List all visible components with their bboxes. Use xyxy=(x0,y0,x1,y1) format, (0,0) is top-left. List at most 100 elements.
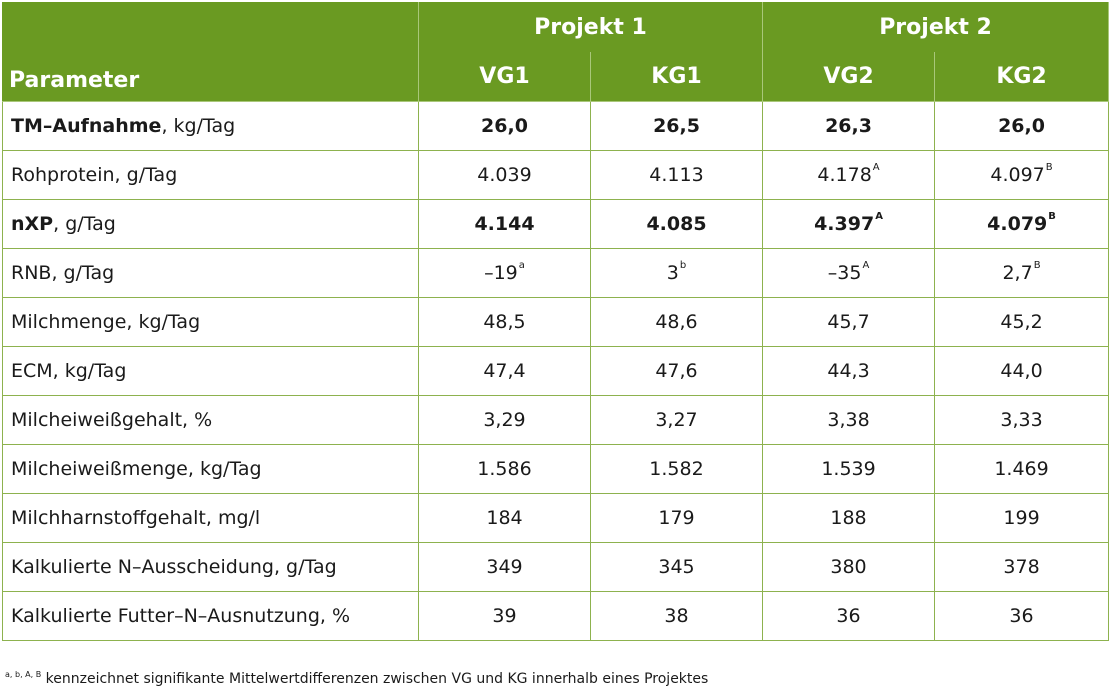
table-row: Milcheiweißgehalt, % 3,29 3,27 3,38 3,33 xyxy=(2,395,1110,445)
value: 36 xyxy=(1009,605,1034,627)
cell-value: 26,5 xyxy=(589,101,764,151)
cell-value: 47,6 xyxy=(589,346,764,396)
significance-mark: B xyxy=(1048,211,1056,222)
value: 48,6 xyxy=(655,311,698,333)
value: 36 xyxy=(836,605,861,627)
table-row: Milcheiweißmenge, kg/Tag 1.586 1.582 1.539 1… xyxy=(2,444,1110,494)
header-row-projects: Parameter Projekt 1 Projekt 2 xyxy=(2,2,1110,102)
table-row: Milchharnstoffgehalt, mg/l 184 179 188 199 xyxy=(2,493,1110,543)
value: 26,5 xyxy=(653,115,700,137)
row-label: ECM, kg/Tag xyxy=(2,346,419,396)
row-label-text: Kalkulierte N–Ausscheidung, g/Tag xyxy=(11,556,337,578)
table-row: TM–Aufnahme, kg/Tag 26,0 26,5 26,3 26,0 xyxy=(2,101,1110,151)
cell-value: 26,0 xyxy=(418,101,591,151)
cell-value: –19a xyxy=(418,248,591,298)
row-label: Rohprotein, g/Tag xyxy=(2,150,419,200)
value: 2,7 xyxy=(1002,262,1033,284)
value: 44,0 xyxy=(1000,360,1043,382)
value: 45,7 xyxy=(827,311,870,333)
value: 4.178 xyxy=(817,164,872,186)
header-vg2: VG2 xyxy=(762,52,936,102)
table-row: Kalkulierte Futter–N–Ausnutzung, % 39 38 36… xyxy=(2,591,1110,641)
value: 3,27 xyxy=(655,409,698,431)
cell-value: 38 xyxy=(589,591,764,641)
value: 4.144 xyxy=(474,213,535,235)
cell-value: 188 xyxy=(762,493,936,543)
cell-value: 3,27 xyxy=(589,395,764,445)
results-table: Parameter Projekt 1 Projekt 2 VG1 KG1 VG… xyxy=(2,2,1110,641)
row-label-text: , kg/Tag xyxy=(161,115,236,137)
value: 47,6 xyxy=(655,360,698,382)
cell-value: 2,7B xyxy=(934,248,1110,298)
value: 38 xyxy=(664,605,689,627)
header-vg1: VG1 xyxy=(418,52,591,102)
cell-value: 48,6 xyxy=(589,297,764,347)
cell-value: 45,7 xyxy=(762,297,936,347)
value: 4.085 xyxy=(646,213,707,235)
row-label: Kalkulierte Futter–N–Ausnutzung, % xyxy=(2,591,419,641)
cell-value: 4.097B xyxy=(934,150,1110,200)
row-label: Kalkulierte N–Ausscheidung, g/Tag xyxy=(2,542,419,592)
footnote-text: kennzeichnet signifikante Mittelwertdiff… xyxy=(41,671,709,687)
cell-value: 345 xyxy=(589,542,764,592)
header-project-2: Projekt 2 xyxy=(762,2,1110,52)
row-label: nXP, g/Tag xyxy=(2,199,419,249)
value: 3,33 xyxy=(1000,409,1043,431)
value: 1.586 xyxy=(477,458,532,480)
value: 345 xyxy=(658,556,695,578)
value: 4.397 xyxy=(814,213,875,235)
header-row-groups: VG1 KG1 VG2 KG2 xyxy=(3,52,1110,102)
cell-value: 179 xyxy=(589,493,764,543)
row-label-text: RNB, g/Tag xyxy=(11,262,115,284)
cell-value: 1.469 xyxy=(934,444,1110,494)
value: 4.097 xyxy=(990,164,1045,186)
cell-value: 1.586 xyxy=(418,444,591,494)
table-row: Rohprotein, g/Tag 4.039 4.113 4.178A 4.097B xyxy=(2,150,1110,200)
cell-value: 3,38 xyxy=(762,395,936,445)
table-row: nXP, g/Tag 4.144 4.085 4.397A 4.079B xyxy=(2,199,1110,249)
cell-value: 39 xyxy=(418,591,591,641)
value: 4.113 xyxy=(649,164,704,186)
row-label-bold: TM–Aufnahme xyxy=(11,115,162,137)
value: 380 xyxy=(830,556,867,578)
row-label-text: Milcheiweißgehalt, % xyxy=(11,409,213,431)
cell-value: 1.539 xyxy=(762,444,936,494)
value: 188 xyxy=(830,507,867,529)
cell-value: 36 xyxy=(934,591,1110,641)
cell-value: 4.113 xyxy=(589,150,764,200)
cell-value: 4.079B xyxy=(934,199,1110,249)
row-label-text: Milcheiweißmenge, kg/Tag xyxy=(11,458,262,480)
cell-value: 44,0 xyxy=(934,346,1110,396)
cell-value: –35A xyxy=(762,248,936,298)
row-label-text: Milchharnstoffgehalt, mg/l xyxy=(11,507,261,529)
value: 3,38 xyxy=(827,409,870,431)
row-label: Milchmenge, kg/Tag xyxy=(2,297,419,347)
row-label-text: Rohprotein, g/Tag xyxy=(11,164,178,186)
cell-value: 4.178A xyxy=(762,150,936,200)
cell-value: 26,0 xyxy=(934,101,1110,151)
cell-value: 3b xyxy=(589,248,764,298)
footnote: a, b, A, B kennzeichnet signifikante Mit… xyxy=(4,670,709,687)
row-label-text: ECM, kg/Tag xyxy=(11,360,127,382)
value: 1.582 xyxy=(649,458,704,480)
cell-value: 349 xyxy=(418,542,591,592)
cell-value: 378 xyxy=(934,542,1110,592)
significance-mark: A xyxy=(875,211,883,222)
cell-value: 4.144 xyxy=(418,199,591,249)
value: 1.539 xyxy=(821,458,876,480)
table-row: RNB, g/Tag –19a 3b –35A 2,7B xyxy=(2,248,1110,298)
value: 47,4 xyxy=(483,360,526,382)
value: 39 xyxy=(492,605,517,627)
cell-value: 47,4 xyxy=(418,346,591,396)
significance-mark: B xyxy=(1045,162,1053,173)
cell-value: 26,3 xyxy=(762,101,936,151)
row-label-text: , g/Tag xyxy=(53,213,116,235)
cell-value: 45,2 xyxy=(934,297,1110,347)
significance-mark: b xyxy=(679,260,687,271)
cell-value: 3,29 xyxy=(418,395,591,445)
value: 44,3 xyxy=(827,360,870,382)
value: 179 xyxy=(658,507,695,529)
value: 199 xyxy=(1003,507,1040,529)
value: 3 xyxy=(666,262,679,284)
table-row: Kalkulierte N–Ausscheidung, g/Tag 349 345 3… xyxy=(2,542,1110,592)
